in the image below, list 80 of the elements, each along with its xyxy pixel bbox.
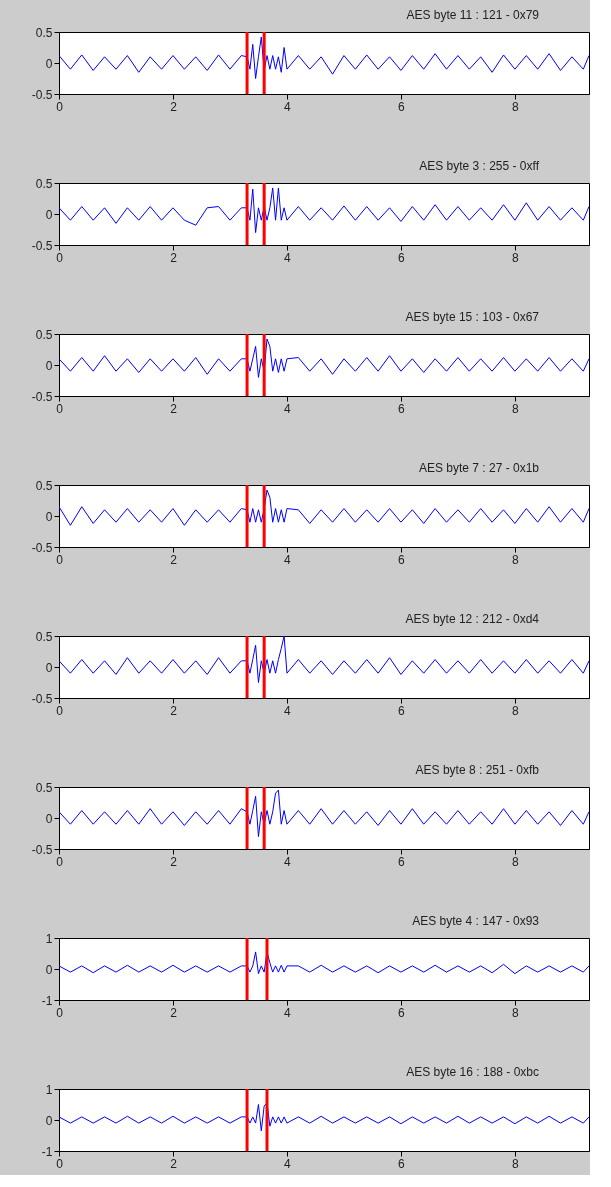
line-series (59, 636, 589, 683)
y-tick-label: 0 (45, 207, 53, 222)
y-tick-label: 0 (45, 509, 53, 524)
y-tick-label: 0.5 (35, 25, 53, 40)
x-tick-label: 4 (284, 854, 292, 869)
x-tick-label: 4 (284, 99, 292, 114)
y-tick-label: 0 (45, 1113, 53, 1128)
line-series (59, 187, 589, 234)
x-tick-label: 6 (398, 250, 406, 265)
y-tick-label: 1 (45, 1082, 53, 1097)
x-tick-label: 4 (284, 401, 292, 416)
line-series (59, 338, 589, 378)
y-tick-label: 0 (45, 962, 53, 977)
chart-title: AES byte 11 : 121 - 0x79 (406, 8, 540, 22)
x-tick-label: 8 (512, 1005, 520, 1020)
x-tick-label: 6 (398, 552, 406, 567)
line-series (59, 1102, 589, 1132)
x-tick-label: 2 (170, 401, 178, 416)
chart-title: AES byte 15 : 103 - 0x67 (405, 310, 540, 324)
chart-title: AES byte 4 : 147 - 0x93 (412, 914, 540, 928)
y-tick-label: 0.5 (35, 629, 53, 644)
x-tick-label: 8 (512, 250, 520, 265)
y-tick-label: -0.5 (31, 540, 53, 555)
chart-title: AES byte 16 : 188 - 0xbc (406, 1065, 539, 1079)
x-tick-label: 0 (56, 250, 64, 265)
x-tick-label: 8 (512, 854, 520, 869)
y-tick-label: 1 (45, 931, 53, 946)
x-tick-label: 8 (512, 401, 520, 416)
y-tick-label: 0 (45, 358, 53, 373)
x-tick-label: 4 (284, 1156, 292, 1171)
chart-title: AES byte 8 : 251 - 0xfb (415, 763, 540, 777)
x-tick-label: 2 (170, 1156, 178, 1171)
x-tick-label: 0 (56, 99, 64, 114)
x-tick-label: 0 (56, 1156, 64, 1171)
chart-title: AES byte 3 : 255 - 0xff (419, 159, 540, 173)
x-tick-label: 6 (398, 99, 406, 114)
line-series (59, 951, 589, 975)
y-tick-label: -0.5 (31, 389, 53, 404)
x-tick-label: 0 (56, 854, 64, 869)
x-tick-label: 8 (512, 1156, 520, 1171)
x-tick-label: 6 (398, 854, 406, 869)
x-tick-label: 0 (56, 552, 64, 567)
line-series (59, 789, 589, 838)
y-tick-label: -1 (41, 993, 53, 1008)
x-tick-label: 4 (284, 552, 292, 567)
chart-title: AES byte 7 : 27 - 0x1b (418, 461, 540, 475)
x-tick-label: 2 (170, 1005, 178, 1020)
chart-title: AES byte 12 : 212 - 0xd4 (405, 612, 540, 626)
x-tick-label: 8 (512, 99, 520, 114)
line-series (59, 489, 589, 526)
y-tick-label: 0.5 (35, 478, 53, 493)
y-tick-label: 0 (45, 56, 53, 71)
x-tick-label: 0 (56, 1005, 64, 1020)
x-tick-label: 6 (398, 1005, 406, 1020)
x-tick-label: 0 (56, 401, 64, 416)
y-tick-label: 0.5 (35, 327, 53, 342)
x-tick-label: 8 (512, 552, 520, 567)
y-tick-label: -0.5 (31, 842, 53, 857)
x-tick-label: 4 (284, 1005, 292, 1020)
x-tick-label: 2 (170, 99, 178, 114)
y-tick-label: -1 (41, 1144, 53, 1159)
x-tick-label: 6 (398, 703, 406, 718)
x-tick-label: 4 (284, 250, 292, 265)
x-tick-label: 2 (170, 703, 178, 718)
y-tick-label: -0.5 (31, 691, 53, 706)
x-tick-label: 8 (512, 703, 520, 718)
y-tick-label: 0 (45, 811, 53, 826)
x-tick-label: 0 (56, 703, 64, 718)
y-tick-label: -0.5 (31, 87, 53, 102)
y-tick-label: -0.5 (31, 238, 53, 253)
x-tick-label: 4 (284, 703, 292, 718)
x-tick-label: 2 (170, 250, 178, 265)
y-tick-label: 0 (45, 660, 53, 675)
x-tick-label: 6 (398, 401, 406, 416)
y-tick-label: 0.5 (35, 176, 53, 191)
x-tick-label: 2 (170, 552, 178, 567)
x-tick-label: 2 (170, 854, 178, 869)
x-tick-label: 6 (398, 1156, 406, 1171)
y-tick-label: 0.5 (35, 780, 53, 795)
line-series (59, 36, 589, 79)
